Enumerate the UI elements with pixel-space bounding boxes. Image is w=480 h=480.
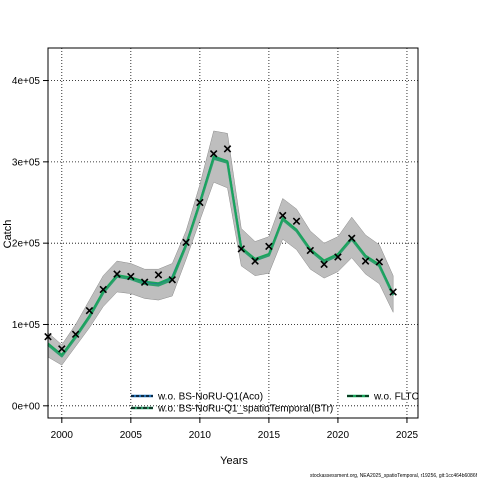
observed-point-stroke [361, 257, 370, 265]
observed-point-stroke [389, 288, 397, 296]
legend: w.o. BS-NoRU-Q1(Aco)w.o. BS-NoRu-Q1_spat… [131, 392, 419, 415]
observed-point-stroke [306, 246, 315, 255]
legend-label: w.o. BS-NoRU-Q1(Aco) [157, 392, 263, 403]
observed-point [334, 253, 342, 261]
x-axis-title: Years [220, 455, 248, 467]
observed-point-stroke [127, 272, 135, 281]
observed-point [154, 271, 163, 279]
x-tick-label: 2015 [258, 430, 281, 441]
observed-point [306, 246, 315, 255]
observed-point [209, 149, 218, 158]
observed-point-stroke [209, 149, 218, 158]
observed-point-stroke [140, 278, 149, 286]
observed-point-stroke [347, 234, 356, 243]
x-tick-label: 2005 [120, 430, 143, 441]
confidence-band [47, 130, 394, 366]
observed-point [292, 217, 301, 225]
observed-point [223, 145, 232, 153]
y-tick-label: 3e+05 [12, 157, 41, 168]
observed-point [278, 211, 287, 220]
observed-point [265, 242, 273, 251]
observed-point-stroke [320, 260, 328, 269]
observed-point-stroke [223, 145, 232, 153]
x-tick-label: 2000 [51, 430, 74, 441]
observed-point-stroke [334, 253, 342, 261]
observed-point-stroke [182, 238, 190, 247]
observed-point [99, 285, 107, 294]
observed-point-stroke [71, 330, 80, 339]
observed-point [251, 257, 259, 265]
observed-point-stroke [292, 217, 301, 225]
observed-point [375, 258, 384, 266]
observed-point-stroke [58, 345, 66, 353]
observed-point [85, 306, 94, 315]
legend-label: w.o. BS-NoRu-Q1_spatioTemporal(BTr) [157, 404, 333, 415]
observed-point [58, 345, 66, 353]
y-tick-label: 4e+05 [12, 76, 41, 87]
y-axis-title: Catch [2, 220, 14, 249]
observed-point-stroke [85, 306, 94, 315]
y-axis: 0e+00 1e+05 2e+05 3e+05 4e+05 [12, 76, 48, 412]
observed-point-stroke [375, 258, 384, 266]
observed-point [237, 245, 246, 253]
observed-point-stroke [113, 270, 121, 278]
x-tick-label: 2010 [189, 430, 212, 441]
observed-points [44, 145, 397, 353]
legend-item: w.o. BS-NoRU-Q1(Aco) [131, 392, 263, 403]
observed-point [168, 275, 177, 284]
observed-point-stroke [278, 211, 287, 220]
y-tick-label: 1e+05 [12, 320, 41, 331]
observed-point-stroke [196, 198, 204, 207]
observed-point-stroke [168, 275, 177, 284]
x-tick-label: 2020 [327, 430, 350, 441]
observed-point-stroke [154, 271, 163, 279]
observed-point-stroke [99, 285, 107, 294]
legend-item: w.o. BS-NoRu-Q1_spatioTemporal(BTr) [131, 404, 333, 415]
y-tick-label: 0e+00 [12, 401, 41, 412]
observed-point-stroke [251, 257, 259, 265]
observed-point [182, 238, 190, 247]
observed-point [320, 260, 328, 269]
legend-item: w.o. FLTC [347, 392, 419, 403]
observed-point [361, 257, 370, 265]
footer-note: stockassessment.org, NEA2025_spatioTempo… [310, 473, 478, 479]
observed-point-stroke [237, 245, 246, 253]
confidence-band-area [47, 130, 394, 366]
observed-point [71, 330, 80, 339]
x-axis: 2000 2005 2010 2015 2020 2025 [51, 418, 419, 441]
observed-point [347, 234, 356, 243]
observed-point [113, 270, 121, 278]
y-tick-label: 2e+05 [12, 239, 41, 250]
observed-point [127, 272, 135, 281]
observed-point [140, 278, 149, 286]
x-tick-label: 2025 [396, 430, 419, 441]
series-line-2 [47, 157, 395, 358]
legend-label: w.o. FLTC [373, 392, 419, 403]
observed-point [196, 198, 204, 207]
plot-frame [47, 47, 419, 419]
observed-point-stroke [265, 242, 273, 251]
observed-point [389, 288, 397, 296]
